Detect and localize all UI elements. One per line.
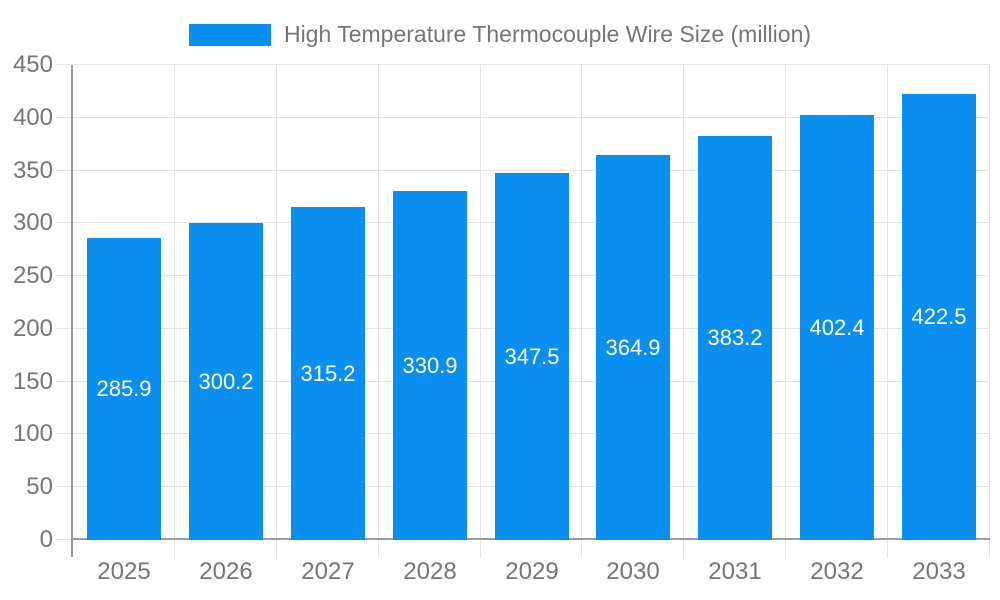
x-axis-label: 2026: [199, 558, 253, 585]
bar-value-label: 285.9: [96, 376, 152, 401]
v-gridline: [174, 65, 175, 558]
bar-value-label: 364.9: [605, 334, 661, 360]
v-gridline: [480, 65, 481, 558]
bar-value-label: 315.2: [300, 360, 356, 386]
x-axis-label: 2028: [403, 558, 457, 585]
x-axis-label: 2025: [97, 558, 151, 585]
bar: 315.2: [291, 207, 365, 540]
x-axis-label: 2032: [810, 558, 864, 585]
v-gridline: [683, 65, 684, 558]
x-axis-label: 2033: [912, 558, 966, 585]
x-axis-label: 2027: [301, 558, 355, 585]
bar-value-label: 347.5: [504, 343, 560, 369]
x-axis-label: 2029: [505, 558, 559, 585]
y-axis-label: 50: [26, 473, 53, 500]
legend-label: High Temperature Thermocouple Wire Size …: [283, 21, 812, 47]
y-axis-line: [71, 65, 73, 557]
v-gridline: [989, 65, 990, 558]
y-axis-label: 300: [12, 209, 53, 236]
bar: 422.5: [902, 94, 976, 540]
y-axis-label: 250: [12, 262, 53, 289]
bar-value-label: 422.5: [911, 304, 967, 329]
v-gridline: [276, 65, 277, 558]
y-axis-label: 150: [12, 368, 53, 395]
bar-value-label: 330.9: [402, 352, 458, 378]
h-gridline: [56, 64, 990, 65]
x-axis-label: 2031: [708, 558, 762, 585]
legend-swatch: [188, 23, 271, 46]
y-axis-label: 200: [12, 315, 53, 342]
y-axis-label: 100: [12, 420, 53, 447]
v-gridline: [378, 65, 379, 558]
v-gridline: [581, 65, 582, 558]
bar: 330.9: [393, 191, 467, 540]
bar: 300.2: [189, 223, 263, 540]
bar: 402.4: [800, 115, 874, 540]
x-axis-label: 2030: [606, 558, 660, 585]
bar: 364.9: [596, 155, 670, 540]
y-axis-label: 400: [12, 104, 53, 131]
h-gridline: [56, 117, 990, 118]
bar-value-label: 402.4: [809, 314, 865, 340]
bar: 347.5: [495, 173, 569, 540]
v-gridline: [887, 65, 888, 558]
bar: 285.9: [87, 238, 161, 540]
y-tick: [56, 539, 73, 540]
y-axis-label: 350: [12, 157, 53, 184]
bar-value-label: 383.2: [707, 325, 763, 350]
legend-item[interactable]: High Temperature Thermocouple Wire Size …: [188, 21, 812, 48]
legend: High Temperature Thermocouple Wire Size …: [0, 21, 1000, 48]
bar: 383.2: [698, 136, 772, 540]
y-axis-label: 0: [39, 526, 53, 553]
y-axis-label: 450: [12, 51, 53, 78]
v-gridline: [785, 65, 786, 558]
bar-value-label: 300.2: [198, 368, 254, 394]
h-gridline: [56, 170, 990, 171]
